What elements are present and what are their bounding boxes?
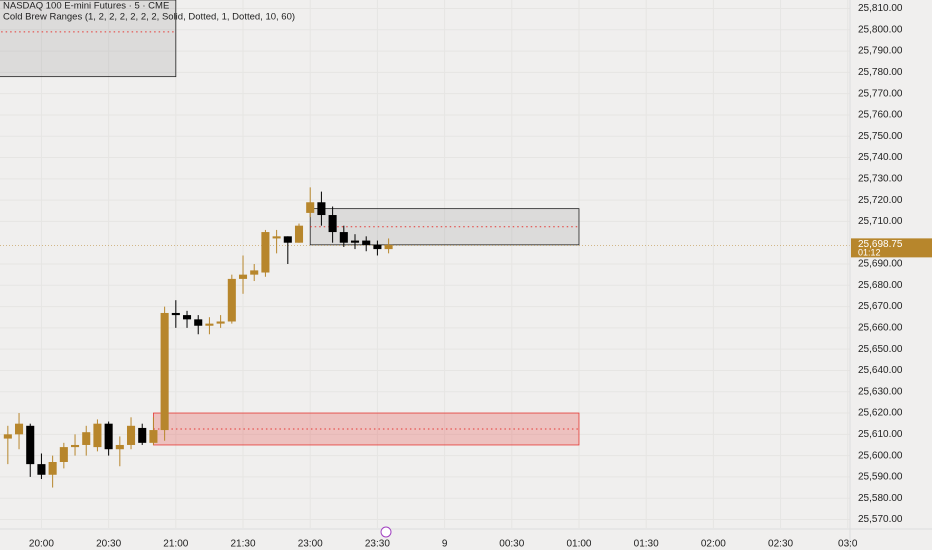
candle-body bbox=[350, 240, 360, 243]
y-tick-label: 25,800.00 bbox=[858, 24, 903, 35]
grid bbox=[0, 0, 850, 528]
y-tick-label: 25,720.00 bbox=[858, 195, 903, 206]
x-tick-label: 21:30 bbox=[231, 539, 256, 550]
y-tick-label: 25,580.00 bbox=[858, 493, 903, 504]
range-box bbox=[309, 208, 580, 246]
candle-body bbox=[182, 315, 192, 320]
y-tick-label: 25,780.00 bbox=[858, 67, 903, 78]
range-box bbox=[0, 0, 177, 78]
y-tick-label: 25,590.00 bbox=[858, 472, 903, 483]
candle-body bbox=[160, 312, 169, 431]
candle-body bbox=[306, 202, 315, 213]
indicator-label: Cold Brew Ranges (1, 2, 2, 2, 2, 2, 2, S… bbox=[3, 12, 295, 23]
candle-body bbox=[328, 215, 337, 233]
candle-body bbox=[126, 425, 136, 445]
candle-body bbox=[59, 447, 68, 462]
x-tick-label: 23:00 bbox=[298, 539, 323, 550]
y-tick-label: 25,660.00 bbox=[858, 323, 903, 334]
chart-title: NASDAQ 100 E-mini Futures · 5 · CME bbox=[3, 1, 169, 12]
candle-body bbox=[71, 444, 80, 448]
candle-body bbox=[26, 425, 35, 465]
candle-body bbox=[171, 312, 180, 316]
x-tick-label: 01:30 bbox=[634, 539, 659, 550]
y-tick-label: 25,570.00 bbox=[858, 514, 903, 525]
y-tick-label: 25,650.00 bbox=[858, 344, 903, 355]
y-tick-label: 25,740.00 bbox=[858, 152, 903, 163]
y-tick-label: 25,730.00 bbox=[858, 173, 903, 184]
candle-body bbox=[283, 236, 292, 243]
y-tick-label: 25,690.00 bbox=[858, 259, 903, 270]
y-tick-label: 25,790.00 bbox=[858, 46, 903, 57]
x-tick-label: 00:30 bbox=[499, 539, 524, 550]
candle-body bbox=[149, 430, 158, 443]
candles bbox=[3, 187, 393, 488]
x-tick-label: 9 bbox=[442, 539, 448, 550]
candle-body bbox=[373, 244, 382, 250]
y-tick-label: 25,810.00 bbox=[858, 3, 903, 14]
y-tick-label: 25,710.00 bbox=[858, 216, 903, 227]
x-tick-label: 23:30 bbox=[365, 539, 390, 550]
candle-body bbox=[261, 232, 270, 273]
y-tick-label: 25,760.00 bbox=[858, 110, 903, 121]
countdown: 01:12 bbox=[858, 248, 881, 258]
candle-body bbox=[294, 225, 304, 243]
x-tick-label: 02:00 bbox=[701, 539, 726, 550]
candle-body bbox=[37, 464, 46, 475]
x-tick-label: 03:0 bbox=[838, 539, 858, 550]
candle-body bbox=[238, 274, 248, 279]
y-tick-label: 25,670.00 bbox=[858, 301, 903, 312]
candle-body bbox=[272, 236, 281, 239]
candle-body bbox=[104, 423, 113, 450]
candle-body bbox=[227, 278, 236, 322]
y-tick-label: 25,600.00 bbox=[858, 450, 903, 461]
y-tick-label: 25,770.00 bbox=[858, 88, 903, 99]
candle-body bbox=[384, 244, 393, 250]
x-tick-label: 01:00 bbox=[566, 539, 591, 550]
y-tick-label: 25,680.00 bbox=[858, 280, 903, 291]
y-tick-label: 25,630.00 bbox=[858, 386, 903, 397]
x-tick-label: 21:00 bbox=[163, 539, 188, 550]
x-tick-label: 20:30 bbox=[96, 539, 121, 550]
candle-body bbox=[339, 232, 348, 243]
y-tick-label: 25,640.00 bbox=[858, 365, 903, 376]
candle-body bbox=[362, 240, 371, 245]
candle-body bbox=[138, 427, 147, 443]
axes: 25,570.00 25,580.00 25,590.00 25,600.00 25,6… bbox=[29, 3, 932, 550]
last-price-tag bbox=[851, 238, 932, 258]
candle-body bbox=[15, 423, 24, 435]
event-icon[interactable] bbox=[380, 526, 392, 538]
candle-body bbox=[317, 202, 326, 216]
y-tick-label: 25,610.00 bbox=[858, 429, 903, 440]
candle-body bbox=[93, 423, 102, 448]
candle-body bbox=[82, 432, 91, 445]
x-tick-label: 02:30 bbox=[768, 539, 793, 550]
y-tick-label: 25,750.00 bbox=[858, 131, 903, 142]
y-tick-label: 25,620.00 bbox=[858, 408, 903, 419]
candle-body bbox=[3, 434, 12, 439]
candle-body bbox=[115, 444, 124, 450]
candle-body bbox=[194, 319, 203, 326]
candle-body bbox=[250, 270, 259, 275]
last-price-label: 25,698.75 bbox=[858, 239, 903, 250]
candle-body bbox=[205, 323, 214, 326]
x-tick-label: 20:00 bbox=[29, 539, 54, 550]
candle-body bbox=[48, 462, 57, 475]
candle-body bbox=[216, 321, 225, 324]
